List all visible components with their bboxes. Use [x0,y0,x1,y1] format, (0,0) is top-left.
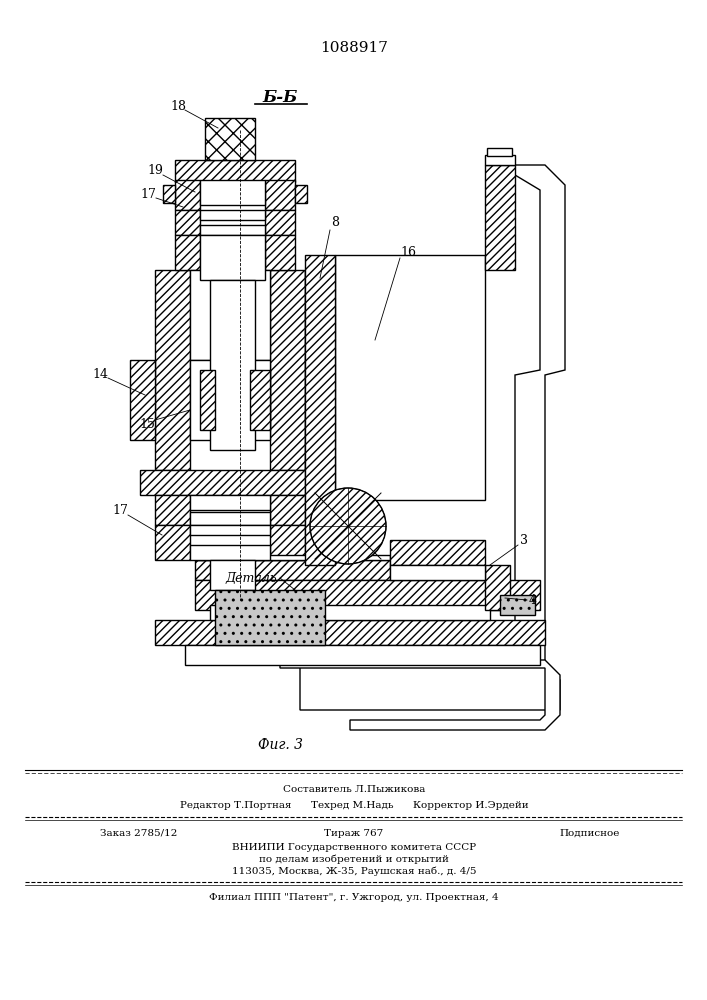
Bar [155,270,190,470]
Bar [195,580,540,610]
Text: Филиал ППП "Патент", г. Ужгород, ул. Проектная, 4: Филиал ППП "Патент", г. Ужгород, ул. Про… [209,892,499,902]
Text: 16: 16 [400,245,416,258]
Text: ВНИИПИ Государственного комитета СССР: ВНИИПИ Государственного комитета СССР [232,842,476,852]
Bar [210,280,255,450]
Bar [200,235,265,280]
Bar [195,560,390,580]
Text: 14: 14 [92,367,108,380]
Text: 8: 8 [331,217,339,230]
Bar [270,495,305,525]
Bar [485,165,515,270]
Bar [175,235,200,270]
Bar [185,645,540,665]
Bar [190,495,270,510]
Bar [195,555,390,560]
Bar [190,545,270,560]
Bar [270,525,305,560]
Bar [130,360,155,440]
Bar [200,180,265,205]
Polygon shape [300,660,560,710]
Bar [140,470,305,495]
Bar [390,540,485,565]
Text: Деталь: Деталь [225,572,276,584]
Text: 17: 17 [112,504,128,518]
Bar [210,560,255,590]
Text: 15: 15 [139,418,155,430]
Bar [390,565,485,580]
Text: Заказ 2785/12: Заказ 2785/12 [100,828,177,838]
Text: 19: 19 [147,163,163,176]
Text: Редактор Т.Портная      Техред М.Надь      Корректор И.Эрдейи: Редактор Т.Портная Техред М.Надь Коррект… [180,802,528,810]
Bar [265,235,295,270]
Bar [190,512,270,525]
Bar [155,525,190,560]
Bar [200,210,265,220]
Bar [210,605,490,620]
Bar [205,118,255,160]
Text: 3: 3 [520,534,528,548]
Bar [305,270,330,470]
Bar [175,180,200,210]
Bar [190,360,270,440]
Polygon shape [280,660,560,730]
Text: Подписное: Подписное [560,828,620,838]
Text: 1088917: 1088917 [320,41,388,55]
Bar [485,155,515,165]
Bar [265,210,295,235]
Bar [250,370,270,430]
Text: 113035, Москва, Ж-35, Раушская наб., д. 4/5: 113035, Москва, Ж-35, Раушская наб., д. … [232,866,477,876]
Text: Тираж 767: Тираж 767 [325,828,384,838]
Bar [295,185,307,203]
Bar [215,590,325,645]
Bar [270,270,305,470]
Text: Составитель Л.Пыжикова: Составитель Л.Пыжикова [283,786,425,794]
Bar [200,225,265,235]
Bar [175,160,295,182]
Bar [265,180,295,210]
Bar [155,495,190,525]
Bar [485,565,510,610]
Bar [190,525,270,535]
Text: 18: 18 [170,100,186,112]
Bar [500,595,535,615]
Text: Б-Б: Б-Б [262,90,298,106]
Text: 4: 4 [529,593,537,606]
Bar [163,185,175,203]
Bar [190,270,270,360]
Bar [487,148,512,156]
Text: Фиг. 3: Фиг. 3 [257,738,303,752]
Bar [175,210,200,235]
Bar [200,370,215,430]
Polygon shape [515,165,565,680]
Text: по делам изобретений и открытий: по делам изобретений и открытий [259,854,449,864]
Text: 17: 17 [140,188,156,202]
Bar [335,255,485,500]
Bar [305,255,335,565]
Ellipse shape [310,488,386,564]
Bar [155,620,545,645]
